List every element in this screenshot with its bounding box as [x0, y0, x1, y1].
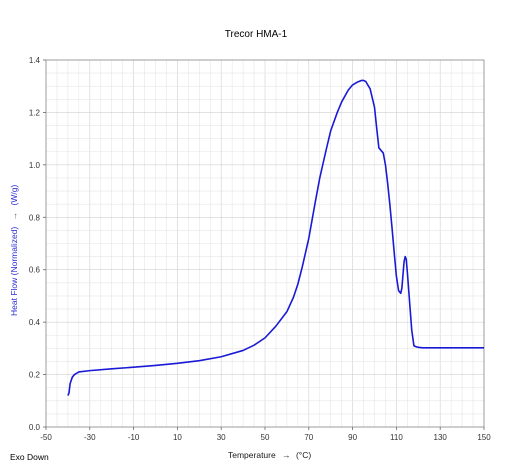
- y-axis-arrow: →: [9, 212, 19, 221]
- x-tick-label: -50: [40, 433, 52, 442]
- x-axis-arrow: →: [282, 450, 291, 460]
- series-line-heat-flow: [67, 79, 484, 396]
- y-axis-label-name: Heat Flow (Normalized): [9, 227, 19, 316]
- y-axis-label: Heat Flow (Normalized) → (W/g): [9, 185, 19, 316]
- x-tick-label: 30: [217, 433, 226, 442]
- x-tick-label: 110: [390, 433, 403, 442]
- x-tick-label: 70: [304, 433, 313, 442]
- y-tick-label: 1.0: [29, 161, 41, 170]
- grid: [45, 59, 485, 428]
- x-tick-label: -10: [128, 433, 140, 442]
- exo-down-annotation: Exo Down: [10, 452, 49, 462]
- y-tick-label: 1.2: [29, 108, 41, 117]
- ticks: -50 -30 -10 10 30 50 70 90 110 130 150 0.0 0.2 0.4 0.6…: [29, 56, 491, 442]
- x-tick-label: 50: [261, 433, 270, 442]
- x-tick-label: 90: [348, 433, 357, 442]
- x-axis-unit: (°C): [296, 450, 311, 460]
- x-tick-label: 10: [173, 433, 182, 442]
- x-tick-label: 150: [477, 433, 491, 442]
- chart-title: Trecor HMA-1: [225, 29, 288, 40]
- x-tick-label: 130: [434, 433, 448, 442]
- y-tick-label: 0.0: [29, 423, 41, 432]
- x-axis-label: Temperature → (°C): [228, 450, 311, 460]
- x-axis-label-name: Temperature: [228, 450, 276, 460]
- y-tick-label: 0.6: [29, 266, 41, 275]
- y-tick-label: 0.4: [29, 318, 41, 327]
- x-tick-label: -30: [84, 433, 96, 442]
- y-tick-label: 0.2: [29, 371, 41, 380]
- y-axis-unit: (W/g): [9, 185, 19, 206]
- y-tick-label: 1.4: [29, 56, 41, 65]
- y-tick-label: 0.8: [29, 213, 41, 222]
